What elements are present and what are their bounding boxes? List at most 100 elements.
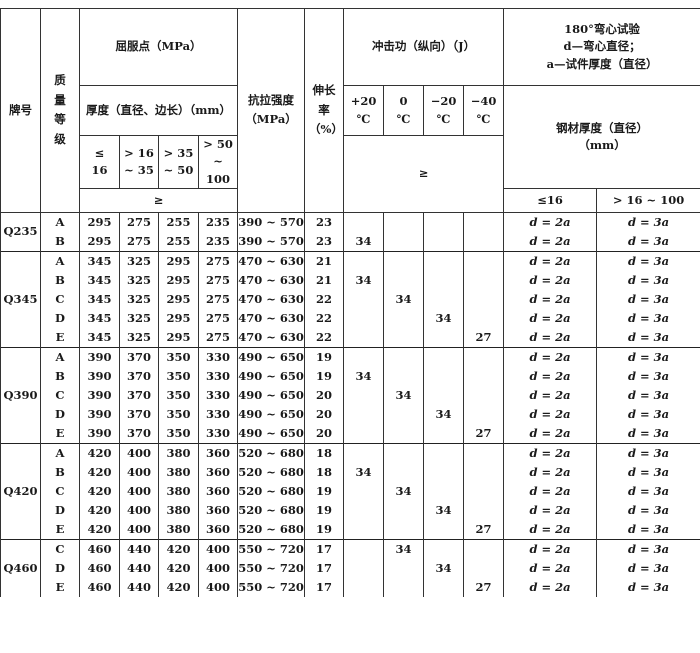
yield-ge: ≥ xyxy=(78,187,239,213)
impact-cell xyxy=(423,423,465,444)
yield-cell: 360 xyxy=(197,481,239,501)
bend-cell: d = 2a xyxy=(503,231,598,252)
impact-cell xyxy=(343,211,385,232)
tensile-cell: 520 ~ 680 xyxy=(237,500,306,520)
yield-cell: 390 xyxy=(79,366,120,386)
impact-cell xyxy=(423,462,465,482)
table-row: Q345 A 345 325 295 275 470 ~ 630 21 d = 2a d = 3a xyxy=(0,250,700,348)
yield-cell: 275 xyxy=(197,308,239,328)
yield-cell: 345 xyxy=(79,289,120,309)
yield-cell: 400 xyxy=(197,558,239,578)
impact-cell xyxy=(343,327,385,348)
grade-cell: B xyxy=(40,231,80,252)
impact-cell xyxy=(383,558,425,578)
yield-cell: 275 xyxy=(197,327,239,348)
elongation-cell: 19 xyxy=(304,481,345,501)
tensile-cell: 470 ~ 630 xyxy=(237,270,306,290)
bend-cell: d = 3a xyxy=(596,366,700,386)
impact-cell xyxy=(383,423,425,444)
impact-cell xyxy=(343,442,385,463)
bend-cell: d = 2a xyxy=(503,211,598,232)
yield-cell: 400 xyxy=(197,577,239,597)
bend-cell: d = 2a xyxy=(503,385,598,405)
yield-cell: 295 xyxy=(158,250,199,271)
bend-cell: d = 2a xyxy=(503,500,598,520)
impact-cell xyxy=(423,231,465,252)
impact-cell xyxy=(463,250,505,271)
impact-cell xyxy=(343,519,385,540)
elongation-cell: 19 xyxy=(304,500,345,520)
grade-cell: E xyxy=(40,327,80,348)
tensile-cell: 550 ~ 720 xyxy=(237,558,306,578)
bend-cell: d = 2a xyxy=(503,404,598,424)
yield-cell: 380 xyxy=(158,500,199,520)
brand-cell: Q235 xyxy=(0,211,41,252)
table-row: Q460 C 460 440 420 400 550 ~ 720 17 34 d = 2a d = … xyxy=(0,538,700,597)
bend-cell: d = 2a xyxy=(503,308,598,328)
grade-cell: A xyxy=(40,442,80,463)
tensile-cell: 490 ~ 650 xyxy=(237,346,306,367)
bend-cell: d = 3a xyxy=(596,231,700,252)
impact-cell xyxy=(463,346,505,367)
impact-cell: 34 xyxy=(343,270,385,290)
impact-cell xyxy=(423,270,465,290)
bend-cell: d = 3a xyxy=(596,211,700,232)
yield-cell: 360 xyxy=(197,500,239,520)
tensile-cell: 490 ~ 650 xyxy=(237,423,306,444)
impact-cell xyxy=(463,308,505,328)
elongation-cell: 22 xyxy=(304,308,345,328)
yield-cell: 420 xyxy=(79,519,120,540)
bend-cell: d = 2a xyxy=(503,327,598,348)
impact-cell xyxy=(423,538,465,559)
yield-cell: 275 xyxy=(197,250,239,271)
grade-cell: C xyxy=(40,538,80,559)
grade-cell: D xyxy=(40,500,80,520)
impact-cell: 34 xyxy=(423,308,465,328)
yield-cell: 420 xyxy=(79,481,120,501)
bend-cell: d = 2a xyxy=(503,462,598,482)
bend-cell: d = 3a xyxy=(596,250,700,271)
elongation-cell: 21 xyxy=(304,250,345,271)
grade-cell: D xyxy=(40,308,80,328)
impact-cell xyxy=(423,385,465,405)
grade-cell: B xyxy=(40,270,80,290)
thk-col: > 50 ~ 100 xyxy=(197,135,239,189)
impact-cell: 34 xyxy=(423,558,465,578)
yield-cell: 400 xyxy=(119,481,159,501)
yield-cell: 325 xyxy=(119,289,159,309)
impact-cell xyxy=(383,231,425,252)
bend-cell: d = 3a xyxy=(596,327,700,348)
impact-cell xyxy=(463,538,505,559)
yield-cell: 275 xyxy=(197,270,239,290)
yield-cell: 275 xyxy=(119,231,159,252)
header-thickness: 厚度（直径、边长）（mm） xyxy=(78,85,239,136)
grade-cell: C xyxy=(40,481,80,501)
yield-cell: 390 xyxy=(79,404,120,424)
elongation-cell: 19 xyxy=(304,346,345,367)
elongation-cell: 22 xyxy=(304,289,345,309)
tensile-cell: 470 ~ 630 xyxy=(237,250,306,271)
yield-cell: 325 xyxy=(119,327,159,348)
bend-cell: d = 2a xyxy=(503,519,598,540)
grade-cell: B xyxy=(40,462,80,482)
impact-cell xyxy=(423,250,465,271)
table-row: D 390 370 350 330 490 ~ 650 20 34 d = 2a d = 3a xyxy=(1,404,700,424)
yield-cell: 440 xyxy=(119,577,159,597)
bend-cell: d = 3a xyxy=(596,558,700,578)
temp-col: −20 ℃ xyxy=(423,85,465,136)
elongation-cell: 18 xyxy=(304,462,345,482)
tensile-cell: 390 ~ 570 xyxy=(237,231,306,252)
bend-cell: d = 3a xyxy=(596,385,700,405)
bend-title: 180°弯心试验 xyxy=(564,22,640,37)
impact-cell: 34 xyxy=(423,404,465,424)
impact-cell xyxy=(423,366,465,386)
yield-cell: 360 xyxy=(197,442,239,463)
impact-cell xyxy=(383,519,425,540)
header-tensile: 抗拉强度（MPa） xyxy=(237,8,306,213)
yield-cell: 345 xyxy=(79,327,120,348)
bend-a: a—试件厚度（直径） xyxy=(546,56,658,71)
grade-cell: D xyxy=(40,558,80,578)
impact-cell: 34 xyxy=(423,500,465,520)
elongation-cell: 17 xyxy=(304,558,345,578)
bend-cell: d = 3a xyxy=(596,442,700,463)
